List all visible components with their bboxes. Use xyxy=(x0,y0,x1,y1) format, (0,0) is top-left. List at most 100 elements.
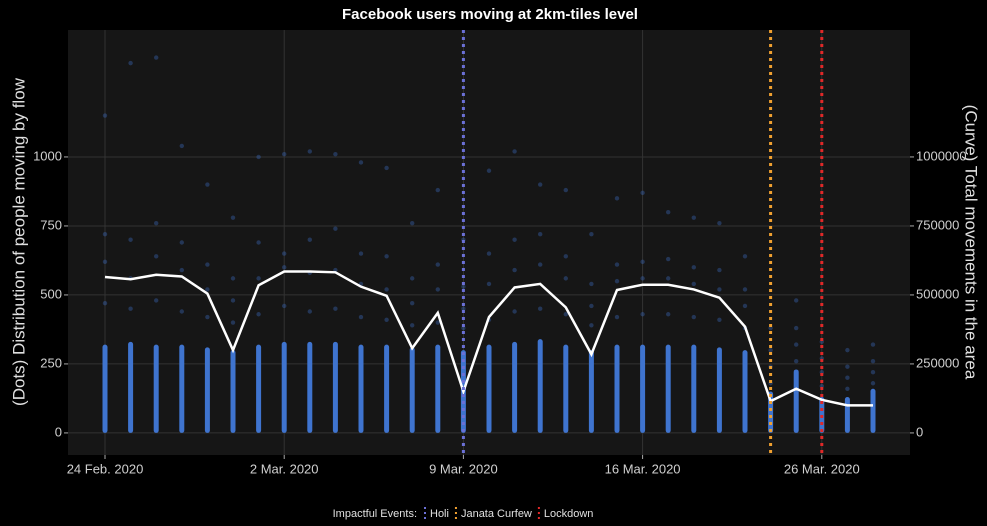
dot xyxy=(333,306,338,311)
dot xyxy=(512,149,517,154)
dot xyxy=(563,312,568,317)
dot xyxy=(179,240,184,245)
dot xyxy=(410,276,415,281)
dot xyxy=(358,251,364,256)
dot-column xyxy=(409,347,415,433)
dot-column xyxy=(358,344,364,433)
dot xyxy=(614,314,620,320)
dot xyxy=(589,323,594,328)
dot xyxy=(691,314,696,320)
dot xyxy=(154,55,159,60)
dot xyxy=(512,267,517,273)
dot xyxy=(410,301,415,306)
dot xyxy=(614,196,620,201)
dot xyxy=(435,262,440,267)
dot-column xyxy=(870,388,876,433)
y2-tick-label: 250000 xyxy=(916,355,959,370)
y-axis-title: (Dots) Distribution of people moving by … xyxy=(9,77,28,406)
dot-column xyxy=(614,344,620,433)
dot-column xyxy=(281,341,287,433)
x-tick-label: 9 Mar. 2020 xyxy=(429,461,498,476)
dot-column xyxy=(179,344,185,433)
dot xyxy=(256,312,261,317)
dot xyxy=(230,320,236,325)
dot xyxy=(666,276,671,281)
dot xyxy=(179,143,184,149)
dot xyxy=(563,276,568,281)
dot xyxy=(384,287,389,292)
legend-label: Lockdown xyxy=(544,508,594,520)
dot xyxy=(282,251,287,256)
x-tick-label: 2 Mar. 2020 xyxy=(250,461,319,476)
y-tick-label: 1000 xyxy=(33,148,62,163)
dot xyxy=(205,287,210,292)
dot-column xyxy=(665,344,671,433)
dot xyxy=(486,281,492,287)
dot xyxy=(154,220,159,226)
dot xyxy=(614,262,620,267)
dot xyxy=(563,187,568,193)
dot xyxy=(538,306,543,311)
x-tick-label: 16 Mar. 2020 xyxy=(605,461,681,476)
dot xyxy=(563,254,568,259)
dot xyxy=(589,281,594,287)
x-tick-label: 24 Feb. 2020 xyxy=(67,461,144,476)
dot xyxy=(307,309,312,314)
legend: Impactful Events: Holi Janata Curfew Lockd… xyxy=(333,507,594,521)
dot xyxy=(845,375,850,380)
dot xyxy=(614,278,620,284)
dot xyxy=(640,259,645,265)
dot xyxy=(333,151,338,157)
dot xyxy=(358,160,364,165)
dot xyxy=(538,232,543,237)
dot xyxy=(742,287,748,292)
dot xyxy=(845,364,850,369)
dot xyxy=(230,298,236,303)
dot xyxy=(128,237,133,242)
dot xyxy=(589,303,594,309)
dot-column xyxy=(640,344,646,433)
dot-column xyxy=(486,344,492,433)
dot xyxy=(128,60,133,66)
dot xyxy=(102,301,108,306)
x-tick-label: 26 Mar. 2020 xyxy=(784,461,860,476)
dot xyxy=(230,276,236,281)
dot xyxy=(717,220,722,226)
dot xyxy=(870,370,876,375)
dot-column xyxy=(512,341,518,433)
dot xyxy=(205,262,210,267)
dot xyxy=(179,267,184,273)
dot xyxy=(333,226,338,231)
dot xyxy=(102,113,108,118)
dot xyxy=(461,306,466,311)
legend-label: Janata Curfew xyxy=(461,508,532,520)
dot xyxy=(870,381,876,386)
dot-column xyxy=(691,344,697,433)
dot xyxy=(410,323,415,328)
dot-column xyxy=(716,347,722,433)
dot-column xyxy=(537,339,543,433)
y-tick-label: 750 xyxy=(40,217,62,232)
dot xyxy=(870,342,876,347)
dot xyxy=(666,209,671,215)
dot xyxy=(666,256,671,262)
dot xyxy=(282,151,287,157)
dot xyxy=(794,358,799,364)
dot-column xyxy=(793,369,799,433)
dot-column xyxy=(742,350,748,433)
dot xyxy=(845,386,850,391)
dot xyxy=(384,317,389,322)
dot-column xyxy=(384,344,390,433)
dot xyxy=(538,182,543,187)
dot xyxy=(691,265,696,270)
dot xyxy=(717,267,722,273)
dot xyxy=(384,254,389,259)
dot xyxy=(307,237,312,242)
dot-column xyxy=(256,344,262,433)
dot xyxy=(768,347,773,353)
y2-tick-label: 750000 xyxy=(916,217,959,232)
dot xyxy=(640,190,645,196)
dot xyxy=(486,168,492,173)
dot xyxy=(691,215,696,220)
